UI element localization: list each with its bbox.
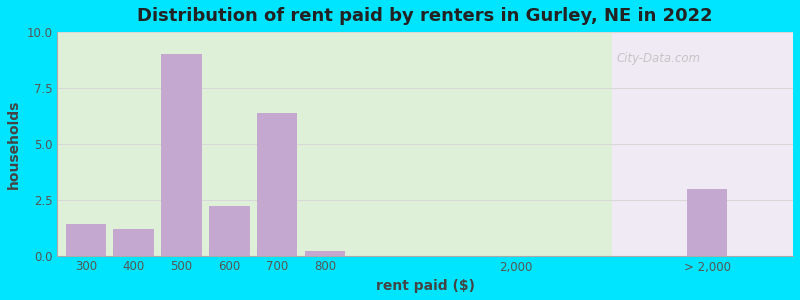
Bar	[162, 54, 202, 256]
Bar	[611, 32, 793, 256]
Bar	[209, 206, 250, 256]
X-axis label: rent paid ($): rent paid ($)	[376, 279, 474, 293]
Bar	[686, 189, 727, 256]
Bar	[257, 112, 298, 256]
Title: Distribution of rent paid by renters in Gurley, NE in 2022: Distribution of rent paid by renters in …	[138, 7, 713, 25]
Text: City-Data.com: City-Data.com	[617, 52, 701, 65]
Bar	[305, 251, 345, 256]
Bar	[114, 229, 154, 256]
Y-axis label: households: households	[7, 99, 21, 188]
Bar	[66, 224, 106, 256]
